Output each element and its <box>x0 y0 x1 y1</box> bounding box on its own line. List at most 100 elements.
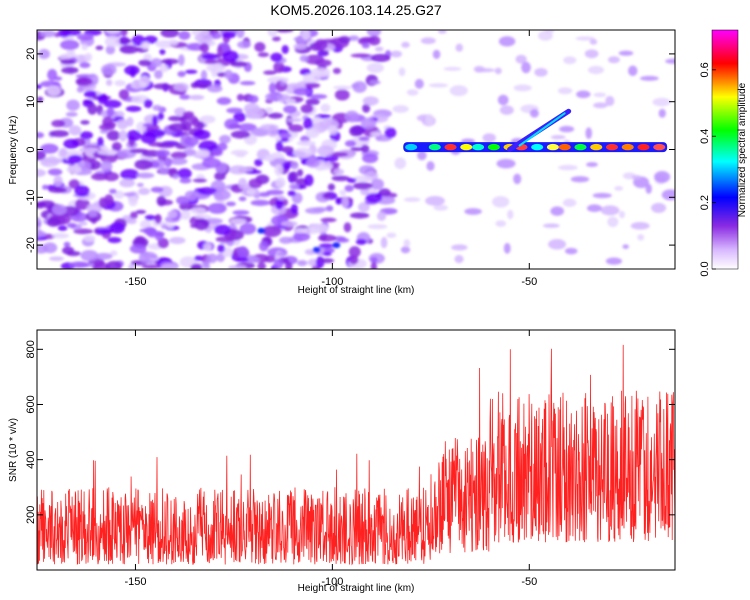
spectrogram-cell <box>473 65 485 73</box>
spectrogram-cell <box>247 107 265 119</box>
spectrogram-cell <box>139 228 157 233</box>
signal-hotspot <box>487 143 500 151</box>
spectrogram-cell <box>60 39 80 51</box>
spectrogram-y-tick-label: -20 <box>25 237 37 253</box>
spectrogram-cell <box>80 120 90 125</box>
spectrogram-cell <box>51 119 66 128</box>
spectrogram-cell <box>229 228 236 238</box>
spectrogram-cell <box>258 240 269 252</box>
spectrogram-cell <box>188 94 205 100</box>
spectrogram-cell <box>491 196 510 208</box>
spectrogram-cell <box>217 244 226 253</box>
spectrogram-cell <box>154 231 164 241</box>
spectrogram-cell <box>143 99 153 109</box>
spectrogram-cell <box>169 236 186 245</box>
spectrogram-cell <box>200 69 208 82</box>
spectrogram-cell <box>129 67 137 78</box>
snr-x-tick-label: -100 <box>321 576 343 588</box>
spectrogram-cell <box>274 164 284 176</box>
spectrogram-cell <box>305 82 321 89</box>
spectrogram-cell <box>384 127 397 139</box>
spectrogram-cell <box>348 246 361 258</box>
signal-hotspot <box>653 143 666 151</box>
spectrogram-cell <box>254 158 263 167</box>
spectrogram-cell <box>107 237 122 244</box>
spectrogram-cell <box>109 188 117 194</box>
spectrogram-cell <box>335 197 343 205</box>
spectrogram-cell <box>296 140 316 147</box>
spectrogram-cell <box>222 50 239 63</box>
snr-x-tick-label: -150 <box>124 576 146 588</box>
spectrogram-cell <box>301 30 311 40</box>
spectrogram-cell <box>282 161 292 170</box>
spectrogram-cell <box>114 80 126 87</box>
spectrogram-cell <box>349 255 359 265</box>
spectrogram-cell <box>449 85 468 97</box>
spectrogram-cell <box>637 234 645 241</box>
spectrogram-cell <box>534 67 548 77</box>
spectrogram-cell <box>164 157 172 168</box>
spectrogram-cell <box>76 86 84 93</box>
spectrogram-cell <box>344 110 360 123</box>
spectrogram-cell <box>154 69 163 80</box>
spectrogram-cell <box>149 254 158 260</box>
spectrogram-cell <box>157 237 169 249</box>
spectrogram-cell <box>302 73 321 84</box>
spectrogram-cell <box>65 111 78 117</box>
spectrogram-cell <box>586 162 598 167</box>
spectrogram-cell <box>172 174 179 180</box>
spectrogram-cell <box>360 117 377 129</box>
snr-y-label: SNR (10 * v/v) <box>8 418 19 482</box>
spectrogram-cell <box>238 178 248 190</box>
spectrogram-cell <box>194 218 210 231</box>
spectrogram-cell <box>665 58 675 64</box>
spectrogram-cell <box>106 107 115 117</box>
spectrogram-cell <box>592 192 612 199</box>
spectrogram-cell <box>589 39 598 45</box>
spectrogram-cell <box>290 203 298 215</box>
spectrogram-x-tick-label: -100 <box>321 276 343 288</box>
spectrogram-cell <box>197 187 218 195</box>
colorbar-ticks: 0.0 0.2 0.4 0.6 <box>699 62 716 277</box>
spectrogram-cell <box>104 35 120 48</box>
colorbar-tick-label: 0.6 <box>699 62 711 77</box>
spectrogram-cell <box>193 129 211 140</box>
spectrogram-cell <box>230 218 247 225</box>
snr-y-tick-label: 800 <box>25 340 37 358</box>
spectrogram-cell <box>129 244 147 254</box>
spectrogram-cell <box>482 133 496 143</box>
spectrogram-cell <box>105 30 121 34</box>
spectrogram-cell <box>203 242 212 252</box>
spectrogram-cell <box>600 205 620 216</box>
spectrogram-cell <box>97 149 117 156</box>
spectrogram-cell <box>651 202 667 213</box>
spectrogram-cell <box>322 251 332 256</box>
spectrogram-cell <box>374 46 384 52</box>
spectrogram-cell <box>652 97 671 107</box>
spectrogram-cell <box>177 71 186 78</box>
spectrogram-cell <box>150 186 164 193</box>
spectrogram-cell <box>87 103 98 115</box>
spectrogram-cell <box>237 40 251 49</box>
spectrogram-cell <box>515 54 527 64</box>
spectrogram-cell <box>350 146 364 152</box>
spectrogram-cell <box>142 122 154 128</box>
spectrogram-cell <box>289 183 300 190</box>
spectrogram-cell <box>179 177 192 184</box>
spectrogram-cell <box>237 246 249 258</box>
colorbar-frame <box>711 29 739 270</box>
spectrogram-cell <box>550 206 565 216</box>
spectrogram-cell <box>129 148 149 154</box>
spectrogram-cell <box>138 187 150 196</box>
signal-hotspot <box>428 143 441 151</box>
spectrogram-cell <box>78 221 88 226</box>
spectrogram-cell <box>236 93 244 102</box>
spectrogram-cell <box>273 61 285 74</box>
spectrogram-x-tick-label: -150 <box>124 276 146 288</box>
spectrogram-cell <box>605 95 615 107</box>
spectrogram-cell <box>52 204 67 216</box>
spectrogram-cell <box>83 90 97 98</box>
spectrogram-cell <box>63 138 80 149</box>
spectrogram-cell <box>658 108 666 118</box>
spectrogram-cell <box>176 196 189 205</box>
